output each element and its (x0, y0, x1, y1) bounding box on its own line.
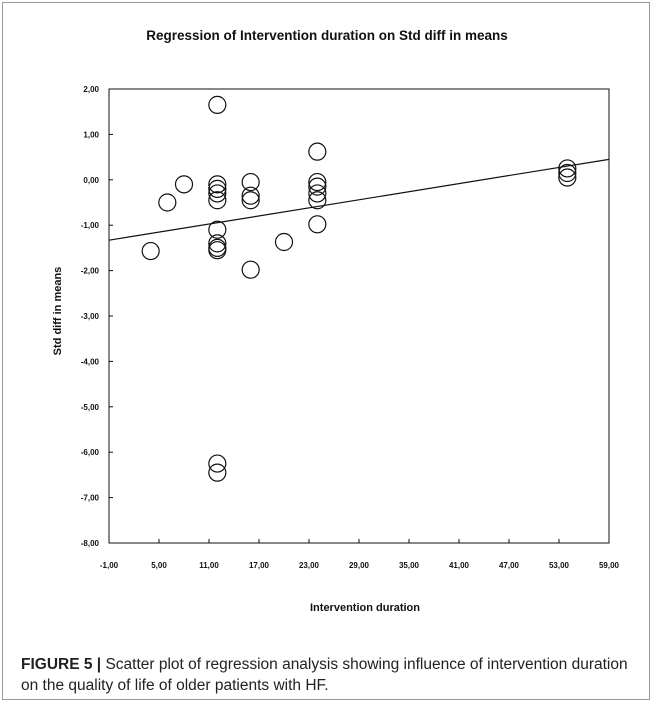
y-tick-label: -4,00 (81, 357, 100, 366)
data-point (308, 172, 327, 192)
data-point (308, 215, 327, 234)
x-tick-label: 35,00 (399, 561, 420, 570)
x-tick-label: 5,00 (151, 561, 167, 570)
plot-border (108, 88, 610, 544)
data-point (558, 159, 577, 178)
y-tick-label: 0,00 (83, 176, 99, 185)
data-point (174, 175, 194, 194)
data-point (208, 191, 227, 210)
x-tick-label: 23,00 (299, 561, 320, 570)
y-tick-label: -6,00 (81, 448, 100, 457)
x-tick-label: 29,00 (349, 561, 370, 570)
data-point (241, 172, 260, 192)
y-axis-ticks: 2,00 1,00 0,00 -1,00 -2,00 -3,00 -4,00 -5,00 -6,… (81, 85, 113, 548)
data-point (208, 241, 227, 260)
data-point (208, 454, 227, 473)
data-point (208, 463, 227, 482)
y-tick-label: -3,00 (81, 312, 100, 321)
x-axis-label: Intervention duration (310, 602, 420, 614)
data-point (241, 186, 260, 205)
regression-line (108, 158, 610, 241)
plot-area (108, 88, 610, 544)
data-point (208, 184, 227, 203)
data-point (241, 191, 260, 210)
data-point (241, 260, 260, 279)
x-axis-ticks: -1,00 5,00 11,00 17,00 23,00 29,00 35,00 41,00 4… (100, 539, 620, 570)
y-tick-label: -7,00 (81, 494, 100, 503)
data-point (308, 191, 327, 210)
x-tick-label: 41,00 (449, 561, 470, 570)
y-tick-label: 2,00 (83, 85, 99, 94)
data-point (308, 142, 327, 161)
scatter-chart: Regression of Intervention duration on S… (52, 28, 620, 614)
data-point (208, 220, 227, 239)
caption-text: Scatter plot of regression analysis show… (21, 656, 628, 694)
data-points (141, 95, 577, 482)
data-point (208, 179, 227, 198)
data-point (308, 177, 327, 196)
data-point (208, 95, 227, 114)
y-tick-label: -5,00 (81, 403, 100, 412)
regression-line-group (108, 158, 610, 241)
data-point (208, 175, 227, 194)
data-point (308, 184, 327, 203)
data-point (141, 241, 160, 261)
data-point (274, 232, 294, 252)
x-tick-label: 59,00 (599, 561, 620, 570)
y-tick-label: -1,00 (81, 221, 100, 230)
y-tick-label: 1,00 (83, 130, 99, 139)
x-tick-label: -1,00 (100, 561, 119, 570)
data-point (558, 168, 577, 187)
x-tick-label: 17,00 (249, 561, 270, 570)
figure-caption: FIGURE 5 | Scatter plot of regression an… (21, 654, 641, 696)
x-tick-label: 11,00 (199, 561, 219, 570)
data-point (208, 234, 227, 253)
figure-label: FIGURE 5 | (21, 656, 102, 673)
data-point (158, 193, 177, 212)
x-tick-label: 53,00 (549, 561, 570, 570)
y-tick-label: -8,00 (81, 539, 100, 548)
data-point (558, 163, 577, 183)
chart-title: Regression of Intervention duration on S… (146, 28, 508, 43)
x-tick-label: 47,00 (499, 561, 520, 570)
y-tick-label: -2,00 (81, 267, 100, 276)
y-axis-label: Std diff in means (52, 267, 64, 356)
